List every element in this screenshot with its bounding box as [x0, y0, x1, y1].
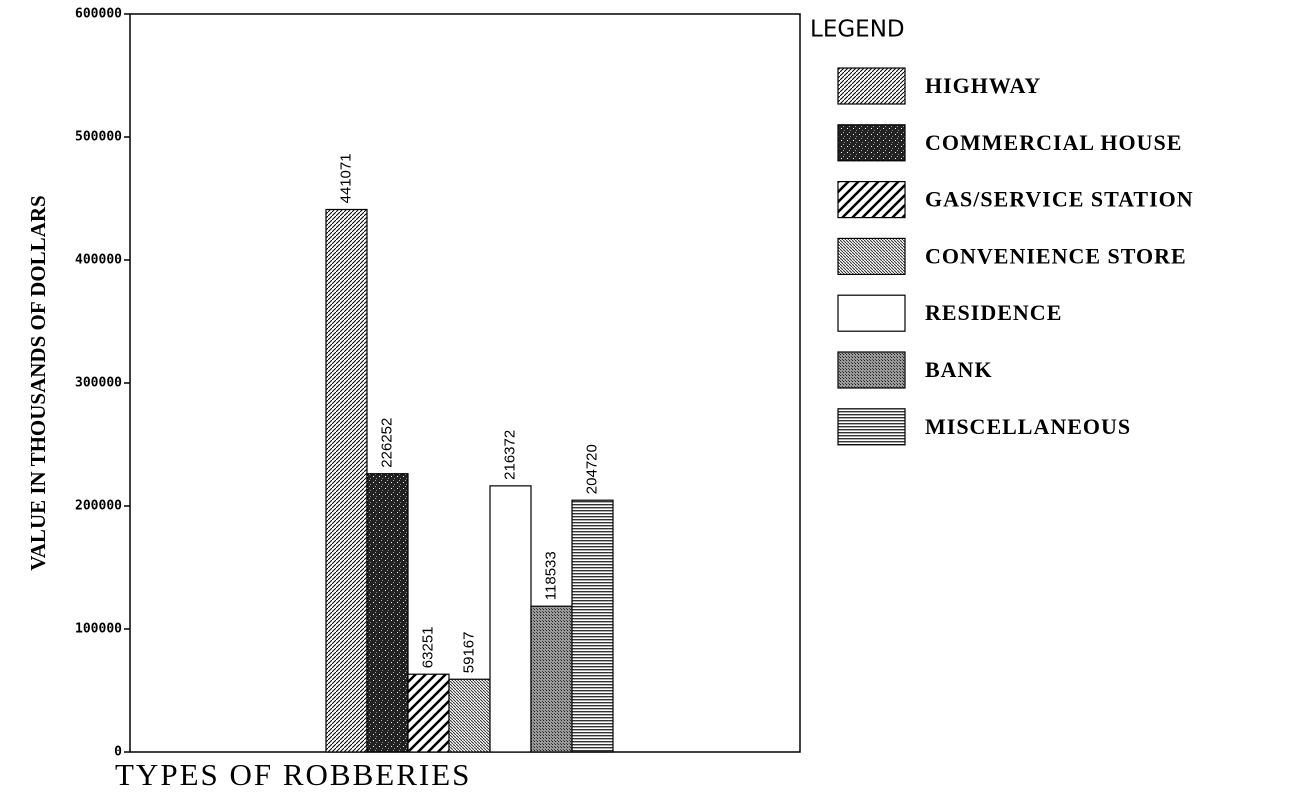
- legend-label: HIGHWAY: [925, 73, 1041, 98]
- bar: [489, 485, 532, 753]
- data-label: 59167: [460, 632, 477, 674]
- bar: [448, 678, 491, 753]
- y-tick-label: 600000: [75, 7, 122, 22]
- data-label: 216372: [501, 430, 518, 480]
- legend-label: BANK: [925, 357, 993, 382]
- legend-swatch: [837, 294, 906, 332]
- y-tick-label: 400000: [75, 253, 122, 268]
- bar: [571, 499, 614, 753]
- y-axis-label: VALUE IN THOUSANDS OF DOLLARS: [26, 195, 50, 570]
- legend-label: MISCELLANEOUS: [925, 414, 1131, 439]
- y-tick-label: 0: [114, 745, 122, 760]
- legend-label: COMMERCIAL HOUSE: [925, 130, 1182, 155]
- bar: [366, 473, 409, 753]
- legend-title: LEGEND: [810, 17, 905, 43]
- data-label: 441071: [337, 153, 354, 203]
- legend-swatch: [837, 351, 906, 389]
- bar: [325, 208, 368, 753]
- bar: [530, 605, 573, 753]
- x-axis-label: TYPES OF ROBBERIES: [115, 757, 471, 792]
- bar: [407, 673, 450, 753]
- y-tick-label: 200000: [75, 499, 122, 514]
- y-tick-label: 100000: [75, 622, 122, 637]
- data-label: 204720: [583, 444, 600, 494]
- legend-label: CONVENIENCE STORE: [925, 243, 1187, 268]
- legend-swatch: [837, 181, 906, 219]
- legend-swatch: [837, 67, 906, 105]
- legend-label: GAS/SERVICE STATION: [925, 187, 1194, 212]
- y-tick-label: 300000: [75, 376, 122, 391]
- data-label: 63251: [419, 626, 436, 668]
- legend-swatch: [837, 408, 906, 446]
- legend-swatch: [837, 237, 906, 275]
- legend-swatch: [837, 124, 906, 162]
- legend-label: RESIDENCE: [925, 300, 1062, 325]
- data-label: 118533: [542, 551, 559, 600]
- data-label: 226252: [378, 418, 395, 468]
- y-tick-label: 500000: [75, 130, 122, 145]
